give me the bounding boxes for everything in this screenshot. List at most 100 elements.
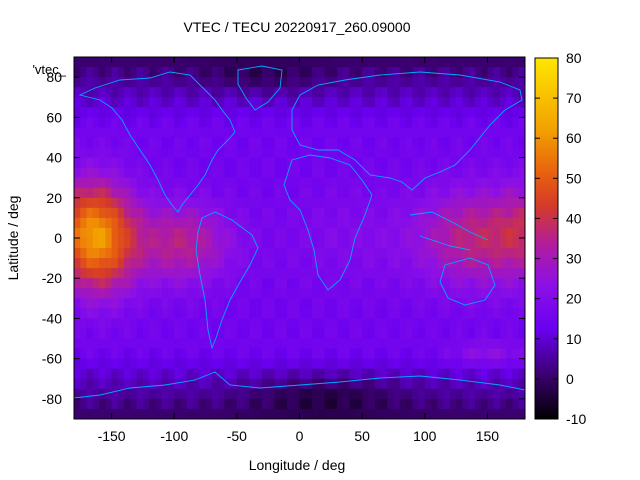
heatmap-cell <box>149 398 157 410</box>
heatmap-cell <box>280 268 288 279</box>
heatmap-cell <box>349 348 357 360</box>
heatmap-cell <box>487 408 495 419</box>
heatmap-cell <box>224 107 232 118</box>
heatmap-cell <box>499 157 507 169</box>
heatmap-cell <box>99 137 106 149</box>
heatmap-cell <box>224 67 232 78</box>
heatmap-cell <box>337 107 344 118</box>
heatmap-cell <box>86 67 94 78</box>
heatmap-cell <box>186 398 194 410</box>
heatmap-cell <box>74 338 81 350</box>
heatmap-cell <box>499 137 507 149</box>
heatmap-cell <box>224 398 232 410</box>
heatmap-cell <box>130 278 138 289</box>
heatmap-cell <box>462 57 470 68</box>
heatmap-cell <box>337 137 344 149</box>
heatmap-cell <box>499 318 507 330</box>
heatmap-cell <box>512 147 520 159</box>
heatmap-cell <box>92 318 100 330</box>
heatmap-cell <box>80 197 88 209</box>
heatmap-cell <box>393 77 401 88</box>
heatmap-cell <box>280 117 288 128</box>
heatmap-cell <box>186 217 194 229</box>
heatmap-cell <box>412 117 420 128</box>
heatmap-cell <box>218 87 225 98</box>
heatmap-cell <box>249 207 257 219</box>
heatmap-cell <box>506 388 514 400</box>
heatmap-cell <box>443 77 451 88</box>
heatmap-cell <box>130 258 138 269</box>
heatmap-cell <box>506 398 514 410</box>
heatmap-cell <box>424 258 432 269</box>
heatmap-cell <box>167 348 175 360</box>
heatmap-cell <box>280 207 288 219</box>
heatmap-cell <box>236 167 244 179</box>
heatmap-cell <box>468 167 476 179</box>
heatmap-cell <box>418 197 426 209</box>
heatmap-cell <box>299 298 307 309</box>
heatmap-cell <box>424 147 432 159</box>
heatmap-cell <box>105 348 113 360</box>
heatmap-cell <box>249 107 257 118</box>
heatmap-cell <box>405 167 413 179</box>
heatmap-cell <box>155 348 163 360</box>
heatmap-cell <box>462 338 470 350</box>
heatmap-cell <box>374 107 382 118</box>
heatmap-cell <box>205 258 213 269</box>
heatmap-cell <box>374 167 382 179</box>
heatmap-cell <box>286 107 294 118</box>
heatmap-cell <box>105 197 113 209</box>
heatmap-cell <box>493 258 501 269</box>
heatmap-cell <box>193 97 200 108</box>
heatmap-cell <box>337 388 344 400</box>
heatmap-cell <box>518 117 525 128</box>
heatmap-cell <box>474 278 482 289</box>
heatmap-cell <box>274 177 282 189</box>
heatmap-cell <box>474 197 482 209</box>
heatmap-cell <box>211 77 219 88</box>
heatmap-cell <box>286 147 294 159</box>
heatmap-cell <box>261 147 269 159</box>
heatmap-cell <box>268 248 276 259</box>
heatmap-cell <box>286 278 294 289</box>
heatmap-cell <box>405 87 413 98</box>
heatmap-cell <box>142 338 150 350</box>
heatmap-cell <box>512 288 520 299</box>
heatmap-cell <box>130 87 138 98</box>
heatmap-cell <box>355 147 363 159</box>
heatmap-cell <box>324 298 332 309</box>
heatmap-cell <box>405 97 413 108</box>
heatmap-cell <box>218 57 225 68</box>
heatmap-cell <box>117 217 125 229</box>
heatmap-cell <box>124 318 131 330</box>
heatmap-cell <box>193 57 200 68</box>
heatmap-cell <box>74 248 81 259</box>
heatmap-cell <box>193 318 200 330</box>
heatmap-cell <box>324 408 332 419</box>
heatmap-cell <box>349 388 357 400</box>
heatmap-cell <box>393 117 401 128</box>
heatmap-cell <box>393 308 401 320</box>
heatmap-cell <box>174 298 182 309</box>
heatmap-cell <box>405 77 413 88</box>
heatmap-cell <box>199 107 207 118</box>
heatmap-cell <box>305 368 313 380</box>
heatmap-cell <box>142 238 150 249</box>
heatmap-cell <box>362 388 370 400</box>
coastline-south-america <box>195 211 259 350</box>
heatmap-cell <box>362 117 370 128</box>
heatmap-cell <box>337 157 344 169</box>
heatmap-cell <box>512 408 520 419</box>
heatmap-cell <box>474 388 482 400</box>
heatmap-cell <box>393 278 401 289</box>
heatmap-cell <box>424 368 432 380</box>
heatmap-cell <box>249 227 257 239</box>
heatmap-cell <box>418 187 426 199</box>
heatmap-cell <box>481 408 489 419</box>
heatmap-cell <box>193 388 200 400</box>
heatmap-cell <box>268 308 276 320</box>
heatmap-cell <box>481 57 489 68</box>
heatmap-cell <box>324 147 332 159</box>
heatmap-cell <box>230 87 238 98</box>
colorbar-tick-label: 50 <box>566 170 582 186</box>
